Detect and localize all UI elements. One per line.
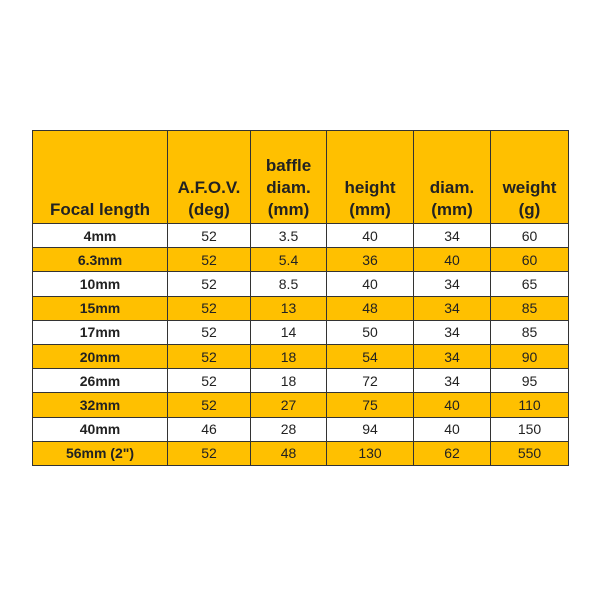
cell-height: 40 — [326, 222, 414, 249]
cell-baffle-diam: 48 — [250, 440, 327, 466]
cell-baffle-diam: 3.5 — [250, 222, 327, 249]
cell-height: 94 — [326, 416, 414, 442]
focal-length-spec-table: Focal length A.F.O.V. (deg) baffle diam. (mm… — [32, 130, 569, 466]
table-row: 15mm 52 13 48 34 85 — [32, 295, 569, 321]
header-line: (mm) — [431, 200, 473, 219]
header-height: height (mm) — [326, 130, 414, 224]
cell-diam: 40 — [413, 392, 491, 418]
cell-weight: 60 — [490, 247, 569, 273]
cell-baffle-diam: 18 — [250, 368, 327, 394]
cell-diam: 34 — [413, 319, 491, 345]
header-line — [327, 155, 413, 177]
cell-height: 36 — [326, 247, 414, 273]
header-line: (g) — [518, 200, 541, 219]
cell-weight: 90 — [490, 343, 569, 370]
header-line: A.F.O.V. — [177, 178, 241, 197]
header-line — [33, 155, 167, 177]
cell-focal-length: 17mm — [32, 319, 168, 345]
header-line: diam. — [266, 178, 311, 197]
header-line: weight — [502, 178, 557, 197]
cell-baffle-diam: 5.4 — [250, 247, 327, 273]
header-diam: diam. (mm) — [413, 130, 491, 224]
cell-diam: 34 — [413, 271, 491, 297]
header-line: (mm) — [267, 200, 310, 219]
cell-focal-length: 56mm (2") — [32, 440, 168, 466]
table-row: 20mm 52 18 54 34 90 — [32, 343, 569, 370]
cell-weight: 85 — [490, 319, 569, 345]
header-line: Focal length — [49, 200, 151, 219]
cell-focal-length: 26mm — [32, 368, 168, 394]
cell-focal-length: 40mm — [32, 416, 168, 442]
cell-baffle-diam: 13 — [250, 295, 327, 321]
cell-diam: 34 — [413, 222, 491, 249]
cell-diam: 40 — [413, 416, 491, 442]
cell-afov: 52 — [167, 343, 251, 370]
cell-afov: 52 — [167, 295, 251, 321]
cell-focal-length: 4mm — [32, 222, 168, 249]
header-line — [491, 155, 568, 177]
header-line: baffle — [265, 156, 312, 175]
cell-diam: 34 — [413, 295, 491, 321]
cell-weight: 95 — [490, 368, 569, 394]
cell-afov: 52 — [167, 271, 251, 297]
cell-height: 54 — [326, 343, 414, 370]
header-line: (deg) — [188, 200, 230, 219]
cell-height: 130 — [326, 440, 414, 466]
cell-focal-length: 15mm — [32, 295, 168, 321]
cell-weight: 150 — [490, 416, 569, 442]
cell-baffle-diam: 27 — [250, 392, 327, 418]
cell-height: 48 — [326, 295, 414, 321]
cell-weight: 110 — [490, 392, 569, 418]
cell-baffle-diam: 8.5 — [250, 271, 327, 297]
cell-weight: 60 — [490, 222, 569, 249]
cell-height: 75 — [326, 392, 414, 418]
table-row: 56mm (2") 52 48 130 62 550 — [32, 440, 569, 466]
cell-afov: 52 — [167, 247, 251, 273]
cell-diam: 34 — [413, 343, 491, 370]
header-baffle-diam: baffle diam. (mm) — [250, 130, 327, 224]
cell-weight: 65 — [490, 271, 569, 297]
cell-focal-length: 32mm — [32, 392, 168, 418]
cell-afov: 46 — [167, 416, 251, 442]
table-row: 10mm 52 8.5 40 34 65 — [32, 271, 569, 297]
table-row: 17mm 52 14 50 34 85 — [32, 319, 569, 345]
cell-weight: 85 — [490, 295, 569, 321]
cell-diam: 40 — [413, 247, 491, 273]
header-line: (mm) — [349, 200, 391, 219]
cell-afov: 52 — [167, 392, 251, 418]
cell-focal-length: 10mm — [32, 271, 168, 297]
cell-weight: 550 — [490, 440, 569, 466]
cell-diam: 62 — [413, 440, 491, 466]
header-line: height — [344, 178, 396, 197]
cell-baffle-diam: 28 — [250, 416, 327, 442]
header-focal-length: Focal length — [32, 130, 168, 224]
header-line — [33, 177, 167, 199]
table-row: 32mm 52 27 75 40 110 — [32, 392, 569, 418]
header-line — [414, 155, 490, 177]
header-row: Focal length A.F.O.V. (deg) baffle diam. (mm… — [32, 130, 569, 224]
cell-height: 50 — [326, 319, 414, 345]
header-line: diam. — [429, 178, 475, 197]
cell-focal-length: 20mm — [32, 343, 168, 370]
table-row: 6.3mm 52 5.4 36 40 60 — [32, 247, 569, 273]
cell-baffle-diam: 14 — [250, 319, 327, 345]
cell-afov: 52 — [167, 222, 251, 249]
cell-height: 40 — [326, 271, 414, 297]
cell-afov: 52 — [167, 319, 251, 345]
cell-afov: 52 — [167, 440, 251, 466]
header-line — [168, 155, 250, 177]
cell-baffle-diam: 18 — [250, 343, 327, 370]
table-row: 26mm 52 18 72 34 95 — [32, 368, 569, 394]
cell-diam: 34 — [413, 368, 491, 394]
header-weight: weight (g) — [490, 130, 569, 224]
table-row: 40mm 46 28 94 40 150 — [32, 416, 569, 442]
table-row: 4mm 52 3.5 40 34 60 — [32, 222, 569, 249]
cell-focal-length: 6.3mm — [32, 247, 168, 273]
cell-afov: 52 — [167, 368, 251, 394]
cell-height: 72 — [326, 368, 414, 394]
header-afov: A.F.O.V. (deg) — [167, 130, 251, 224]
